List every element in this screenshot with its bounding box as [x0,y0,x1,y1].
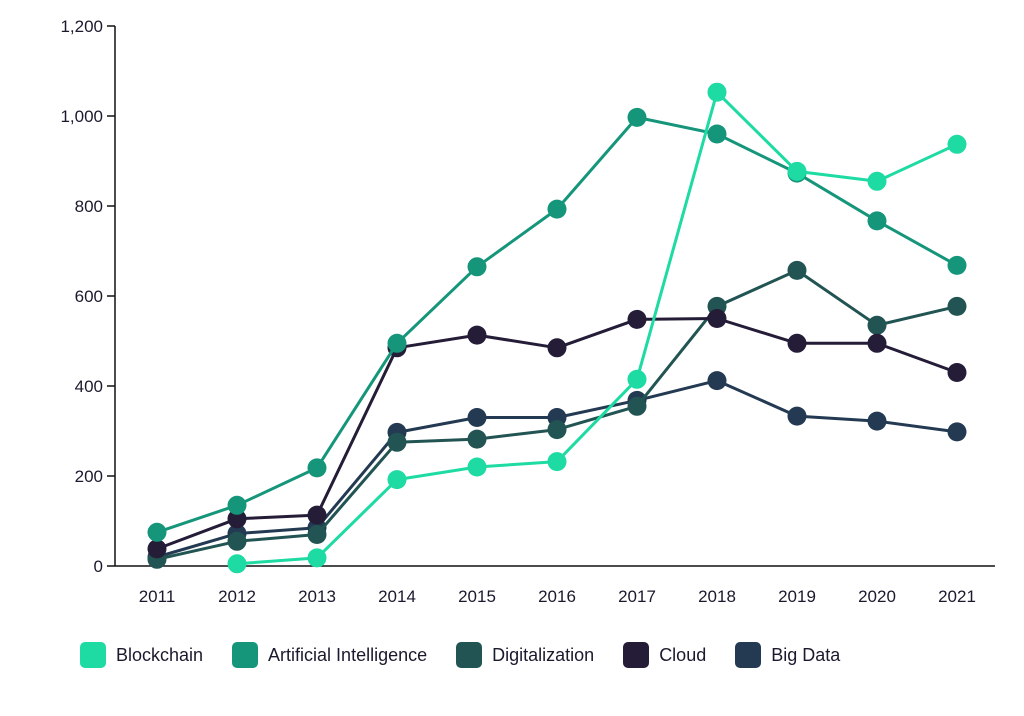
chart-axes: 0 200 400 600 800 1,000 1,200 2011 2012 2013 2014 2… [60,17,995,606]
x-tick-label: 2012 [218,587,256,606]
data-point-artificial-intelligence [307,458,327,478]
legend-label: Artificial Intelligence [268,644,428,665]
data-point-blockchain [947,134,967,154]
data-point-digitalization [547,420,567,440]
data-point-digitalization [867,315,887,335]
x-tick-label: 2019 [778,587,816,606]
data-point-digitalization [947,296,967,316]
series-digitalization [147,260,967,569]
legend-item-cloud: Cloud [623,642,706,668]
series-blockchain [227,82,967,574]
data-point-artificial-intelligence [547,199,567,219]
data-point-cloud [867,333,887,353]
data-point-big-data [867,411,887,431]
data-point-blockchain [627,369,647,389]
data-point-blockchain [307,548,327,568]
data-point-blockchain [787,161,807,181]
legend-label: Blockchain [116,644,204,665]
x-tick-label: 2014 [378,587,416,606]
data-point-blockchain [387,470,407,490]
data-point-digitalization [387,432,407,452]
data-point-digitalization [787,260,807,280]
data-point-cloud [627,309,647,329]
legend-swatch [623,642,650,668]
data-point-cloud [467,325,487,345]
data-point-blockchain [547,452,567,472]
legend-swatch [735,642,762,668]
legend-swatch [80,642,106,668]
data-point-digitalization [227,531,247,551]
series-line-blockchain [236,90,958,566]
x-tick-label: 2013 [298,587,336,606]
y-tick-label: 1,000 [60,107,103,126]
data-point-big-data [467,408,487,427]
legend-label: Digitalization [492,644,595,665]
data-point-artificial-intelligence [947,255,967,275]
y-tick-label: 0 [94,557,103,576]
data-point-cloud [307,505,327,525]
line-chart: 0 200 400 600 800 1,000 1,200 2011 2012 2013 2014 2… [60,17,995,606]
data-point-digitalization [627,396,647,416]
data-point-big-data [947,422,967,442]
data-point-blockchain [707,82,727,102]
data-point-cloud [227,509,247,529]
data-point-artificial-intelligence [387,333,407,353]
x-tick-label: 2015 [458,587,496,606]
x-tick-label: 2021 [938,587,976,606]
data-point-artificial-intelligence [707,124,727,144]
x-tick-label: 2017 [618,587,656,606]
y-tick-label: 800 [75,197,103,216]
data-point-big-data [707,371,727,391]
data-point-artificial-intelligence [227,495,247,515]
data-point-artificial-intelligence [627,107,647,127]
data-point-cloud [787,333,807,353]
data-point-blockchain [227,554,247,574]
data-point-digitalization [467,429,487,449]
legend-item-big-data: Big Data [735,642,840,668]
data-point-artificial-intelligence [867,211,887,231]
x-tick-label: 2020 [858,587,896,606]
y-tick-label: 400 [75,377,103,396]
legend-swatch [456,642,483,668]
data-point-blockchain [867,171,887,191]
legend-label: Cloud [659,644,707,665]
legend-swatch [232,642,259,668]
legend-item-blockchain: Blockchain [80,642,203,668]
legend-item-digitalization: Digitalization [456,642,594,668]
series-artificial-intelligence [147,107,967,542]
data-point-cloud [547,338,567,358]
x-tick-label: 2011 [139,587,176,606]
legend-label: Big Data [771,644,841,665]
x-tick-label: 2018 [698,587,736,606]
data-point-cloud [147,539,167,559]
data-point-artificial-intelligence [147,522,167,542]
x-tick-label: 2016 [538,587,576,606]
y-tick-label: 200 [75,467,103,486]
chart-legend: Blockchain Artificial Intelligence Digital… [80,642,869,668]
data-point-cloud [947,363,967,382]
data-point-big-data [787,406,807,426]
data-point-cloud [707,309,727,328]
data-point-digitalization [307,525,327,544]
y-tick-label: 1,200 [60,17,103,36]
data-point-blockchain [467,457,487,477]
chart-series [147,82,967,574]
data-point-artificial-intelligence [467,257,487,277]
legend-item-artificial-intelligence: Artificial Intelligence [232,642,427,668]
y-tick-label: 600 [75,287,103,306]
